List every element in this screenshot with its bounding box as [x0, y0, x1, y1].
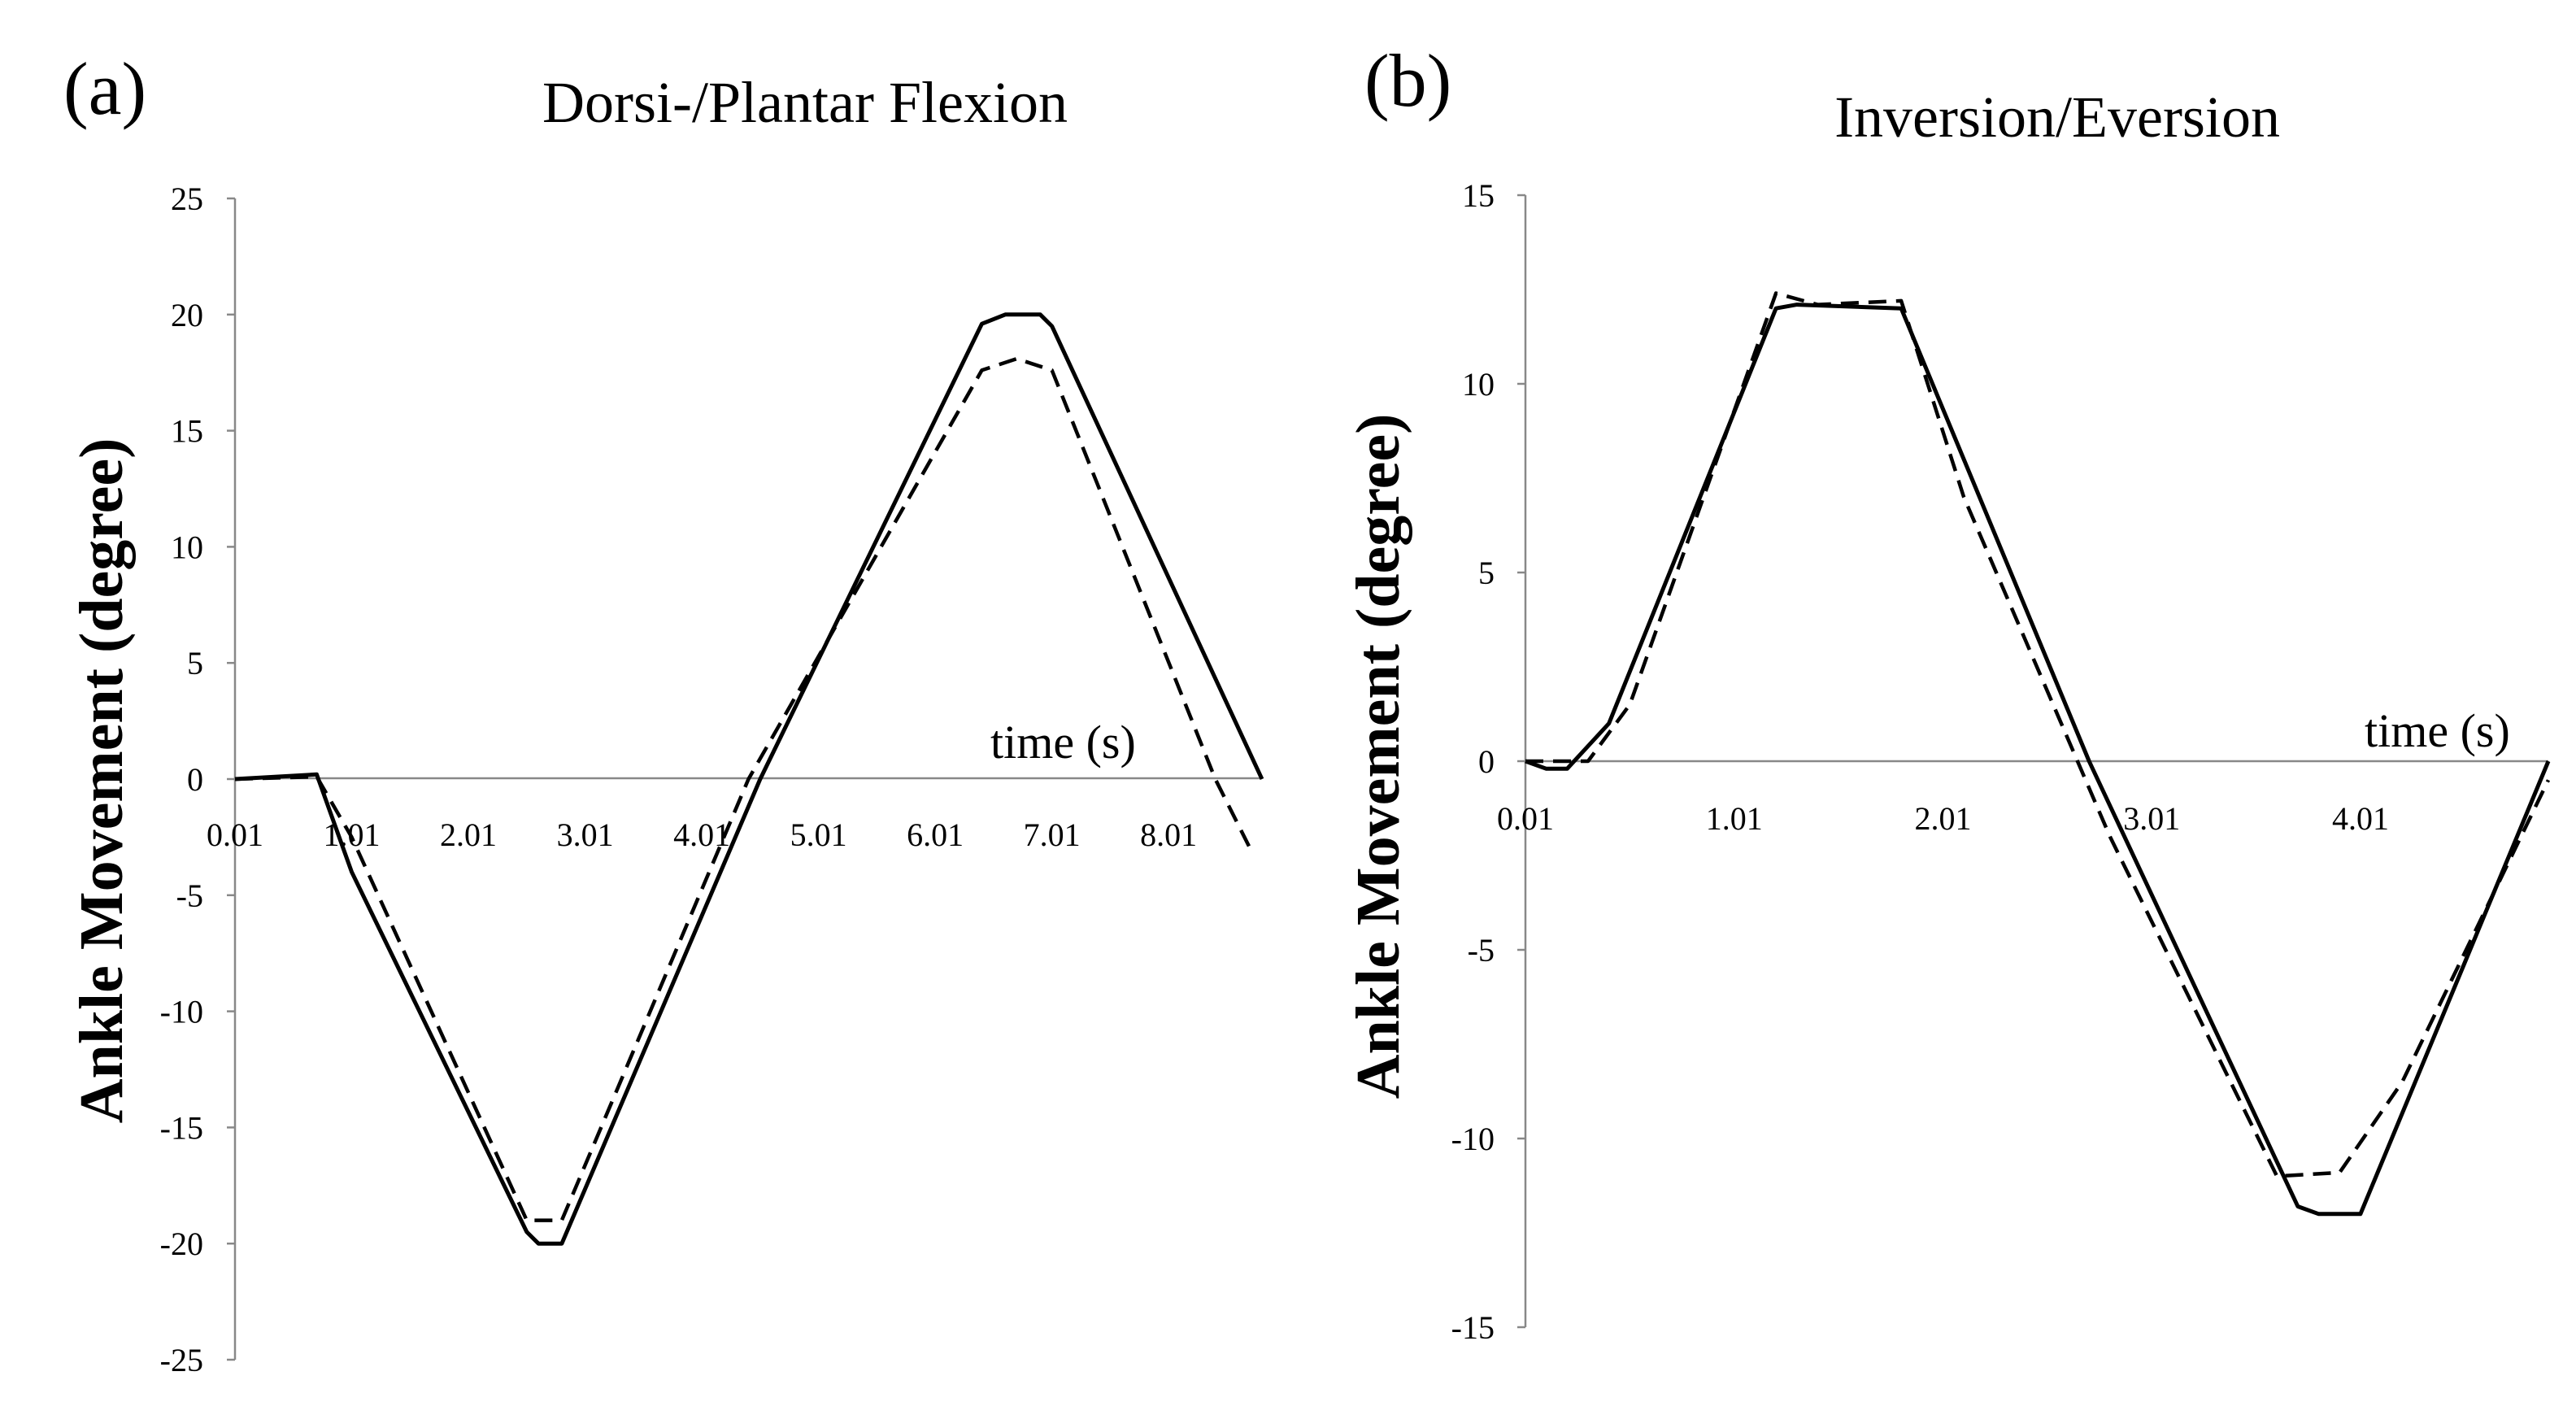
panel-inversion-eversion: (b) Inversion/Eversion Ankle Movement (d…	[1344, 39, 2551, 1346]
x-tick-label: 7.01	[1024, 816, 1081, 853]
x-tick-label: 6.01	[907, 816, 964, 853]
x-tick-label: 0.01	[207, 816, 263, 853]
y-axis-label-a: Ankle Movement (degree)	[67, 438, 136, 1124]
y-tick-label: 0	[187, 761, 203, 798]
x-tick-label: 2.01	[440, 816, 497, 853]
x-tick-label: 8.01	[1140, 816, 1197, 853]
x-tick-label: 4.01	[673, 816, 730, 853]
y-tick-label: -5	[1468, 932, 1495, 969]
y-tick-label: 15	[1462, 177, 1495, 214]
y-tick-label: 0	[1478, 743, 1495, 780]
y-tick-label: 5	[187, 645, 203, 681]
y-tick-label: -20	[160, 1226, 203, 1262]
y-tick-label: -5	[176, 877, 203, 914]
x-tick-label: 3.01	[557, 816, 614, 853]
y-tick-label: 5	[1478, 555, 1495, 591]
y-tick-label: 10	[1462, 366, 1495, 403]
x-tick-label: 1.01	[1706, 800, 1763, 837]
x-tick-label: 2.01	[1914, 800, 1971, 837]
y-tick-label: 20	[171, 297, 203, 333]
series-actual-b	[1525, 303, 2551, 1217]
chart-title-a: Dorsi-/Plantar Flexion	[542, 70, 1068, 135]
x-tick-label: 0.01	[1497, 800, 1554, 837]
chart-title-b: Inversion/Eversion	[1834, 85, 2280, 150]
y-tick-label: -10	[1451, 1121, 1495, 1157]
x-tick-label: 3.01	[2123, 800, 2180, 837]
series-model-b	[1525, 291, 2551, 1178]
y-tick-label: -15	[1451, 1309, 1495, 1346]
x-tick-label: 4.01	[2332, 800, 2389, 837]
x-axis-label-b: time (s)	[2365, 704, 2510, 757]
y-tick-label: -15	[160, 1109, 203, 1146]
y-tick-label: 25	[171, 181, 203, 217]
series-actual-a	[234, 312, 1264, 1246]
panel-dorsi-plantar-flexion: (a) Dorsi-/Plantar Flexion Ankle Movemen…	[63, 47, 1264, 1378]
panel-label-b: (b)	[1364, 39, 1451, 122]
x-tick-label: 5.01	[790, 816, 847, 853]
series-model-a	[234, 356, 1252, 1222]
y-tick-label: 10	[171, 529, 203, 565]
x-axis-label-a: time (s)	[990, 716, 1136, 768]
y-tick-label: 15	[171, 413, 203, 450]
panel-label-a: (a)	[63, 47, 146, 130]
y-tick-label: -10	[160, 994, 203, 1030]
y-axis-label-b: Ankle Movement (degree)	[1344, 414, 1412, 1099]
y-tick-label: -25	[160, 1342, 203, 1378]
